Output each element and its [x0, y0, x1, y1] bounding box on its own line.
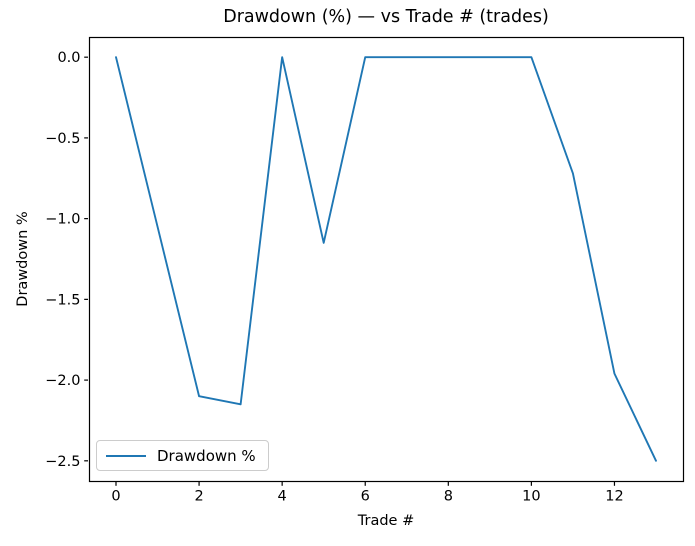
- x-tick-label: 4: [278, 489, 287, 505]
- y-tick-label: −1.5: [45, 292, 80, 308]
- x-axis-label: Trade #: [357, 513, 415, 529]
- x-tick-label: 2: [194, 489, 203, 505]
- y-tick-label: −2.5: [45, 454, 80, 470]
- plot-spines: [88, 36, 685, 483]
- legend-label: Drawdown %: [157, 446, 256, 465]
- legend-line-sample: [106, 454, 146, 457]
- legend: Drawdown %: [96, 440, 269, 471]
- y-tick-label: −1.0: [45, 212, 80, 228]
- y-tick-label: 0.0: [57, 50, 80, 66]
- x-tick-label: 8: [444, 489, 453, 505]
- y-tick-label: −2.0: [45, 373, 80, 389]
- y-tick-label: −0.5: [45, 131, 80, 147]
- x-tick-label: 6: [361, 489, 370, 505]
- y-axis-label: Drawdown %: [15, 211, 31, 307]
- x-tick-label: 0: [111, 489, 120, 505]
- line-series-drawdown: [115, 56, 657, 462]
- chart-title: Drawdown (%) — vs Trade # (trades): [223, 7, 549, 27]
- x-tick-label: 12: [605, 489, 623, 505]
- x-tick-label: 10: [522, 489, 540, 505]
